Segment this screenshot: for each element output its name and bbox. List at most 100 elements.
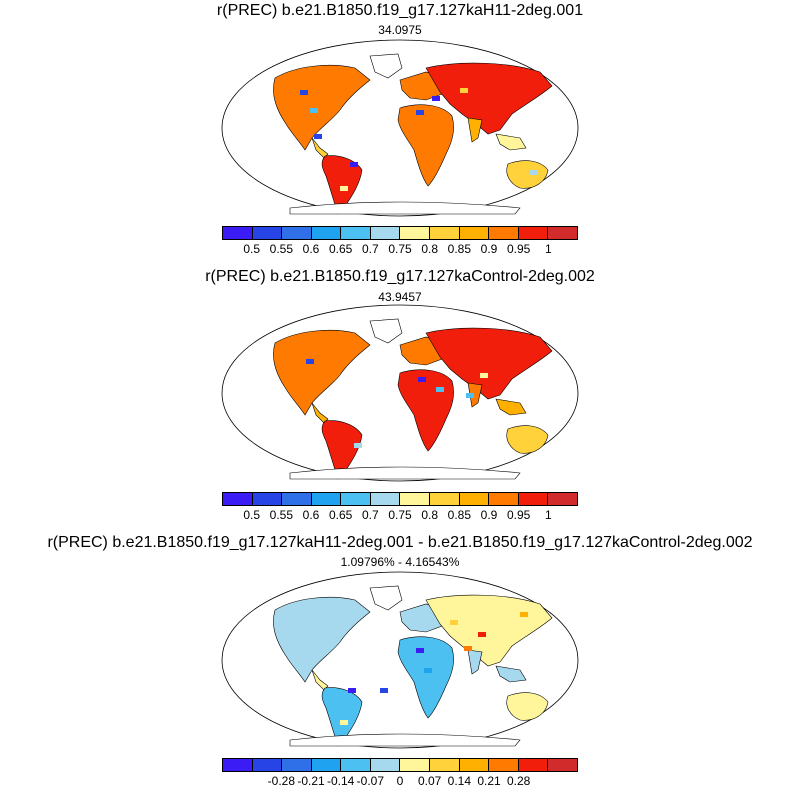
colorbar-tick-label: 0.8 — [421, 242, 438, 256]
colorbar-ticks-difference: -0.28 -0.21 -0.14 -0.07 0 0.07 0.14 0.21 0.28 — [222, 774, 578, 790]
world-map-h11 — [221, 39, 579, 217]
continent-aus — [506, 160, 549, 189]
colorbar-swatch — [489, 759, 519, 771]
data-patch — [380, 688, 388, 693]
panel-title: r(PREC) b.e21.B1850.f19_g17.127kaControl… — [205, 268, 595, 285]
colorbar-tick-label: 0 — [396, 774, 404, 788]
colorbar-tick-label: 0.5 — [243, 508, 260, 522]
panel-subtitle: 43.9457 — [378, 290, 422, 304]
colorbar-swatch — [370, 759, 401, 771]
colorbar-tick-label: 0.75 — [388, 242, 412, 256]
colorbar-swatch — [489, 493, 519, 505]
colorbar-ticks-control: 0.5 0.55 0.6 0.65 0.7 0.75 0.8 0.85 0.9 0.95 1 — [222, 508, 578, 524]
colorbar-swatch — [252, 227, 283, 239]
continent-asia — [425, 327, 553, 400]
data-patch — [424, 668, 432, 673]
colorbar-swatch — [223, 493, 253, 505]
continent-grl — [369, 318, 403, 344]
colorbar-tick-label: 0.07 — [417, 774, 442, 788]
colorbar-tick-label: 0.75 — [388, 508, 412, 522]
colorbar-swatch — [459, 493, 490, 505]
data-patch — [354, 443, 362, 448]
continent-grl — [369, 53, 403, 79]
colorbar-swatch — [223, 227, 253, 239]
data-patch — [306, 359, 314, 364]
colorbar-swatch — [370, 227, 401, 239]
colorbar-swatch — [489, 227, 519, 239]
colorbar-swatch — [548, 493, 577, 505]
colorbar-swatch — [341, 493, 371, 505]
data-patch — [460, 88, 468, 93]
data-patch — [480, 373, 488, 378]
colorbar-swatch — [311, 493, 342, 505]
colorbar-swatch — [341, 227, 371, 239]
colorbar-control — [222, 492, 578, 506]
colorbar-swatch — [400, 759, 431, 771]
data-patch — [310, 108, 318, 113]
colorbar-tick-label: 0.7 — [361, 508, 379, 522]
data-patch — [300, 90, 308, 95]
continent-ind — [467, 649, 483, 675]
colorbar-tick-label: -0.28 — [267, 774, 296, 788]
colorbar-swatch — [223, 759, 253, 771]
colorbar-swatch — [548, 227, 577, 239]
continent-ant — [289, 201, 521, 215]
data-patch — [478, 632, 486, 637]
colorbar-swatch — [311, 227, 342, 239]
colorbar-tick-label: 0.6 — [302, 242, 320, 256]
colorbar-swatch — [341, 759, 371, 771]
colorbar-swatch — [430, 759, 460, 771]
colorbar-swatch — [400, 227, 431, 239]
continent-sea — [495, 665, 527, 683]
colorbar-tick-label: 0.9 — [480, 508, 498, 522]
colorbar-tick-label: 0.65 — [328, 508, 353, 522]
continent-sea — [495, 398, 527, 416]
colorbar-swatch — [459, 759, 490, 771]
colorbar-tick-label: 0.95 — [506, 508, 531, 522]
panel-title: r(PREC) b.e21.B1850.f19_g17.127kaH11-2de… — [216, 2, 584, 19]
continent-ant — [289, 466, 521, 480]
colorbar-swatch — [252, 759, 283, 771]
colorbar-tick-label: 0.85 — [447, 508, 472, 522]
continent-afr — [397, 104, 454, 187]
data-patch — [432, 96, 440, 101]
data-patch — [450, 620, 458, 625]
data-patch — [526, 439, 534, 444]
colorbar-tick-label: 0.5 — [243, 242, 260, 256]
data-patch — [416, 110, 424, 115]
data-patch — [418, 377, 426, 382]
continent-ind — [467, 117, 483, 143]
continent-nam — [273, 329, 371, 416]
colorbar-tick-label: 0.85 — [447, 242, 472, 256]
panel-title: r(PREC) b.e21.B1850.f19_g17.127kaH11-2de… — [47, 534, 753, 551]
continent-aus — [506, 692, 549, 721]
data-patch — [314, 134, 322, 139]
world-map-control — [221, 304, 579, 482]
panel-h11: r(PREC) b.e21.B1850.f19_g17.127kaH11-2de… — [0, 0, 800, 270]
colorbar-tick-label: 0.65 — [328, 242, 353, 256]
colorbar-tick-label: -0.14 — [326, 774, 355, 788]
continent-afr — [397, 636, 454, 719]
data-patch — [340, 186, 348, 191]
colorbar-swatch — [400, 493, 431, 505]
colorbar-swatch — [430, 227, 460, 239]
colorbar-tick-label: -0.07 — [356, 774, 385, 788]
panel-subtitle: 1.09796% - 4.16543% — [340, 555, 460, 569]
data-patch — [530, 170, 538, 175]
data-patch — [340, 720, 348, 725]
colorbar-tick-label: 0.6 — [302, 508, 320, 522]
colorbar-swatch — [282, 493, 312, 505]
continent-asia — [425, 62, 553, 135]
colorbar-swatch — [252, 493, 283, 505]
world-map-difference — [221, 571, 579, 749]
colorbar-tick-label: 0.55 — [269, 508, 294, 522]
continent-sea — [495, 133, 527, 151]
colorbar-tick-label: 0.55 — [269, 242, 294, 256]
colorbar-swatch — [282, 759, 312, 771]
colorbar-difference — [222, 758, 578, 772]
continent-ant — [289, 733, 521, 747]
data-patch — [348, 688, 356, 693]
colorbar-swatch — [370, 493, 401, 505]
colorbar-tick-label: 0.7 — [361, 242, 379, 256]
data-patch — [466, 393, 474, 398]
